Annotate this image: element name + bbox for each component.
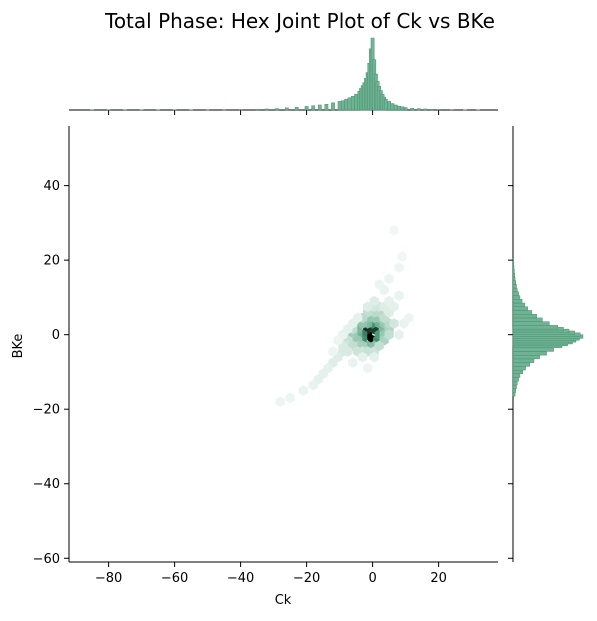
x-marginal-bar	[387, 101, 390, 110]
x-marginal-bar	[411, 108, 414, 110]
y-tick-label: −60	[33, 552, 60, 567]
y-marginal-bar	[513, 322, 549, 326]
y-marginal-bar	[513, 363, 530, 367]
x-marginal-bar	[255, 109, 258, 110]
x-marginal-bar	[401, 107, 404, 110]
y-tick-label: 40	[43, 179, 60, 194]
y-marginal-histogram	[508, 126, 583, 562]
x-marginal-bar	[285, 108, 288, 110]
y-marginal-bar	[513, 385, 517, 389]
x-axis-label: Ck	[275, 593, 292, 608]
x-marginal-bar	[338, 101, 341, 110]
y-marginal-bar	[513, 299, 522, 303]
x-tick-label: −20	[293, 571, 320, 586]
y-marginal-bar	[513, 303, 525, 307]
x-marginal-bar	[318, 105, 321, 110]
x-tick-label: −40	[227, 571, 254, 586]
y-marginal-bar	[513, 266, 514, 270]
x-marginal-bar	[341, 101, 344, 110]
hex-cell	[394, 329, 403, 340]
y-marginal-bar	[513, 392, 515, 396]
x-marginal-bar	[312, 106, 315, 110]
x-marginal-bar	[348, 98, 351, 110]
x-marginal-bar	[394, 105, 397, 110]
axes: −80 −60 −40 −20 0 20 −60 −40 −20 0 20 40	[33, 126, 498, 586]
y-marginal-bar	[513, 348, 554, 352]
hex-cell	[398, 251, 407, 262]
x-marginal-histogram	[69, 38, 498, 115]
y-marginal-bar	[513, 366, 526, 370]
x-marginal-bar	[325, 104, 328, 110]
y-marginal-bar	[513, 288, 517, 292]
x-marginal-bar	[404, 107, 407, 110]
y-marginal-bar	[513, 318, 542, 322]
x-tick-label: −80	[95, 571, 122, 586]
x-marginal-bar	[430, 109, 433, 110]
hex-cell	[385, 273, 394, 284]
y-marginal-bar	[513, 258, 514, 262]
y-tick-label: −20	[33, 403, 60, 418]
x-marginal-bar	[437, 109, 440, 110]
x-marginal-bar	[331, 103, 334, 110]
x-marginal-bar	[391, 104, 394, 110]
y-tick-label: 0	[52, 328, 60, 343]
y-marginal-bar	[513, 277, 515, 281]
y-marginal-bar	[513, 284, 517, 288]
hex-cell	[394, 262, 403, 273]
hex-cell	[394, 290, 403, 301]
y-marginal-bar	[513, 314, 537, 318]
x-marginal-bar	[295, 107, 298, 110]
x-tick-label: −60	[161, 571, 188, 586]
y-marginal-bar	[513, 269, 514, 273]
x-marginal-bar	[384, 99, 387, 110]
chart-title: Total Phase: Hex Joint Plot of Ck vs BKe	[104, 9, 495, 33]
x-marginal-bar	[424, 109, 427, 110]
y-marginal-bar	[513, 378, 519, 382]
hexbin-cells	[276, 225, 414, 407]
y-marginal-bar	[513, 292, 519, 296]
y-marginal-bar	[513, 389, 516, 393]
y-marginal-bar	[513, 273, 515, 277]
y-marginal-bar	[513, 262, 514, 266]
hex-cell	[286, 393, 295, 404]
y-marginal-bar	[513, 296, 520, 300]
x-marginal-bar	[351, 96, 354, 110]
x-marginal-bar	[305, 106, 308, 110]
x-tick-label: 20	[430, 571, 447, 586]
x-marginal-bar	[265, 109, 268, 110]
x-marginal-bar	[239, 109, 242, 110]
y-marginal-bar	[513, 310, 532, 314]
hex-cell	[276, 396, 285, 407]
hex-cell	[363, 363, 372, 374]
y-marginal-bar	[513, 355, 540, 359]
y-marginal-bar	[513, 374, 520, 378]
hex-cell	[348, 357, 357, 368]
y-marginal-bar	[513, 381, 517, 385]
hex-cell	[299, 385, 308, 396]
hex-cell	[389, 225, 398, 236]
y-tick-label: 20	[43, 254, 60, 269]
x-marginal-bar	[417, 109, 420, 110]
y-tick-label: −40	[33, 477, 60, 492]
y-marginal-bar	[513, 307, 528, 311]
x-tick-label: 0	[368, 571, 376, 586]
y-marginal-bar	[513, 370, 523, 374]
y-axis-label: BKe	[11, 334, 26, 359]
y-marginal-bar	[513, 359, 534, 363]
x-marginal-bar	[397, 106, 400, 110]
x-marginal-bar	[354, 94, 357, 110]
x-marginal-bar	[275, 109, 278, 110]
x-marginal-bar	[345, 99, 348, 110]
y-marginal-bar	[513, 281, 516, 285]
y-marginal-bar	[513, 351, 547, 355]
y-marginal-bar	[513, 325, 558, 329]
